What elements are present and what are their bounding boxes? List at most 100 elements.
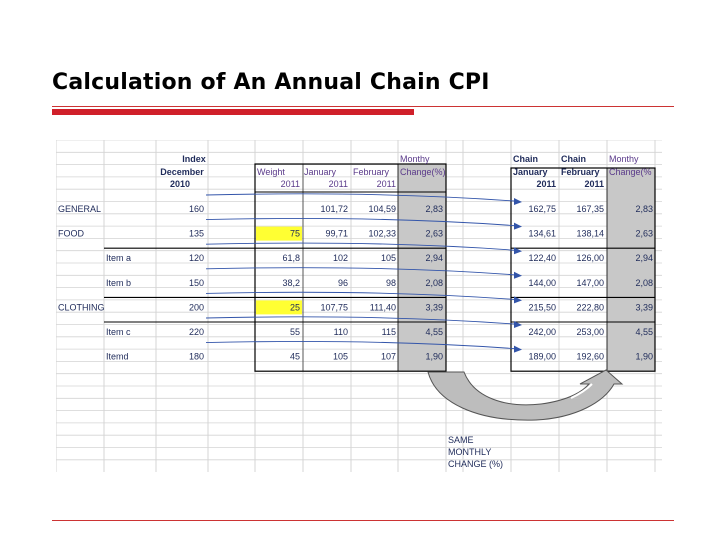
title-underline [52, 106, 674, 107]
chain-arrow-head [514, 296, 522, 304]
chain-arrow-head [514, 247, 522, 255]
table-row: GENERAL 160 101,72 104,59 2,83 162,75 167,35 2,… [58, 204, 653, 214]
row-label: Itemd [106, 352, 129, 362]
header-index-l3: 2010 [170, 179, 190, 189]
cell-chain-february: 138,14 [576, 229, 604, 239]
header-index-l2: December [160, 167, 204, 177]
table-row: CLOTHING 200 25 107,75 111,40 3,39 215,50 222,8… [58, 302, 653, 312]
chain-arrow-line [205, 193, 515, 202]
data-rows: GENERAL 160 101,72 104,59 2,83 162,75 167,35 2,… [58, 204, 653, 362]
cell-january: 99,71 [325, 229, 348, 239]
slide-title: Calculation of An Annual Chain CPI [52, 70, 490, 95]
cell-february: 107 [381, 352, 396, 362]
cell-chain-january: 215,50 [528, 302, 556, 312]
curved-arrow-shape [427, 369, 624, 421]
chain-arrow-head [514, 222, 522, 230]
row-label: Item c [106, 327, 131, 337]
header-chain-l3: 2011 [536, 179, 556, 189]
cell-monthly-change: 2,94 [425, 253, 443, 263]
cell-chain-monthly-change: 2,63 [635, 229, 653, 239]
chain-arrow-line [205, 316, 515, 325]
cell-chain-monthly-change: 4,55 [635, 327, 653, 337]
cell-chain-january: 134,61 [528, 229, 556, 239]
title-accent-bar [52, 109, 414, 115]
weight-highlight [256, 226, 302, 241]
cell-january: 101,72 [320, 204, 348, 214]
note-l2: MONTHLY [448, 447, 491, 457]
cell-chain-february: 192,60 [576, 352, 604, 362]
cell-monthly-change: 2,83 [425, 204, 443, 214]
row-label: FOOD [58, 229, 84, 239]
row-label: GENERAL [58, 204, 101, 214]
cell-index: 160 [189, 204, 204, 214]
row-label: Item b [106, 278, 131, 288]
note-l1: SAME [448, 435, 474, 445]
highlighted-weight-cells [256, 226, 302, 315]
cell-january: 105 [333, 352, 348, 362]
footer-rule [52, 520, 674, 521]
table-row: Item a 120 61,8 102 105 2,94 122,40 126,00 2,94 [106, 253, 653, 263]
note-same-monthly-change: SAME MONTHLY CHANGE (%) [448, 435, 503, 469]
cell-weight: 25 [290, 302, 300, 312]
table-row: Item c 220 55 110 115 4,55 242,00 253,00 4,55 [106, 327, 653, 337]
cell-chain-monthly-change: 2,08 [635, 278, 653, 288]
cell-chain-january: 189,00 [528, 352, 556, 362]
header-chain-l1: Chain [513, 154, 538, 164]
cell-chain-february: 167,35 [576, 204, 604, 214]
cell-chain-monthly-change: 3,39 [635, 302, 653, 312]
header-index-l1: Index [182, 154, 206, 164]
cell-monthly-change: 2,08 [425, 278, 443, 288]
header-chain-l2: January [513, 167, 548, 177]
row-label: CLOTHING [58, 302, 105, 312]
chain-arrow-head [514, 345, 522, 353]
chain-arrow-line [205, 267, 515, 276]
cell-february: 115 [382, 327, 396, 337]
cell-monthly-change: 3,39 [425, 302, 443, 312]
table-row: Item b 150 38,2 96 98 2,08 144,00 147,00 2,08 [106, 278, 653, 288]
header-mc-l1: Monthy [400, 154, 430, 164]
cell-february: 105 [381, 253, 396, 263]
header-mc2-l2: Change(% [609, 167, 652, 177]
shade-monthly-change-2 [607, 168, 655, 372]
weight-highlight [256, 300, 302, 315]
chain-arrow-line [205, 218, 515, 227]
curved-transfer-arrow [427, 369, 624, 421]
cell-weight: 75 [290, 229, 300, 239]
cell-chain-monthly-change: 2,94 [635, 253, 653, 263]
chain-arrow-line [205, 341, 515, 350]
header-chain2-l1: Chain [561, 154, 586, 164]
header-feb-l2: 2011 [377, 179, 396, 189]
spreadsheet-grid [56, 140, 662, 472]
cell-monthly-change: 2,63 [425, 229, 443, 239]
cell-january: 102 [333, 253, 348, 263]
cell-january: 110 [334, 327, 348, 337]
column-headers: Index December 2010 Weight 2011 January … [160, 154, 651, 189]
header-weight-l2: 2011 [281, 179, 300, 189]
shade-monthly-change [398, 164, 446, 372]
cell-february: 111,40 [370, 302, 396, 312]
header-chain2-l3: 2011 [584, 179, 604, 189]
header-jan-l1: January [304, 167, 337, 177]
cell-weight: 38,2 [282, 278, 300, 288]
cell-february: 102,33 [368, 229, 396, 239]
cell-monthly-change: 4,55 [425, 327, 443, 337]
spreadsheet: Index December 2010 Weight 2011 January … [56, 140, 662, 472]
row-label: Item a [106, 253, 131, 263]
cell-index: 150 [189, 278, 204, 288]
table-borders [104, 163, 656, 372]
cell-chain-january: 144,00 [528, 278, 556, 288]
curved-arrow-highlight [570, 383, 593, 399]
cell-chain-february: 222,80 [576, 302, 604, 312]
cell-chain-february: 147,00 [576, 278, 604, 288]
table-row: Itemd 180 45 105 107 1,90 189,00 192,60 1,90 [106, 352, 653, 362]
chain-arrow-line [205, 242, 515, 251]
cell-chain-january: 242,00 [528, 327, 556, 337]
chain-arrow-line [205, 291, 515, 300]
cell-monthly-change: 1,90 [425, 352, 443, 362]
cell-chain-february: 126,00 [576, 253, 604, 263]
cell-index: 200 [189, 302, 204, 312]
header-weight-l1: Weight [257, 167, 285, 177]
cell-index: 220 [189, 327, 204, 337]
cell-chain-january: 122,40 [528, 253, 556, 263]
chain-arrow-head [514, 271, 522, 279]
